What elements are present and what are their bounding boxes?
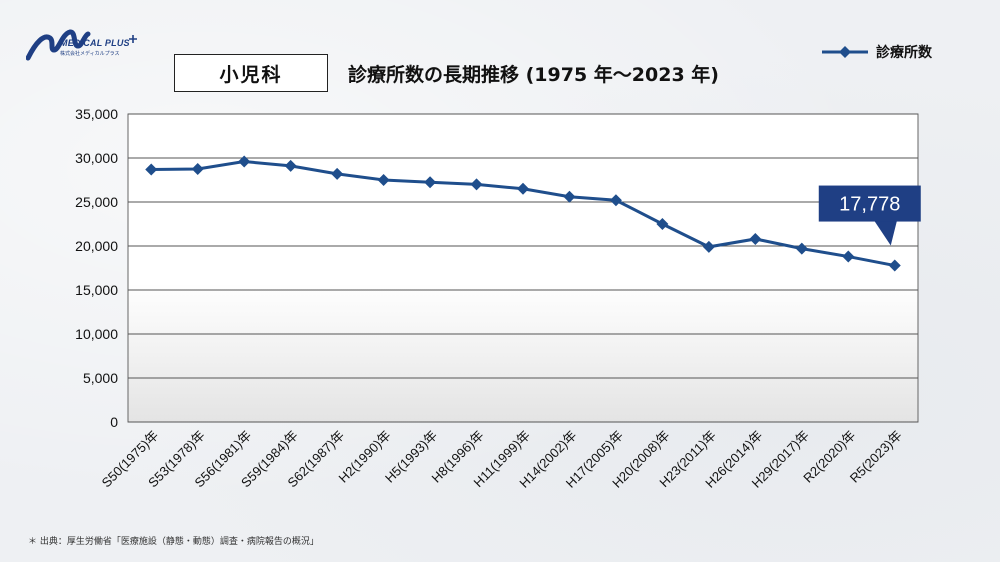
- data-point: [656, 218, 669, 230]
- y-tick-label: 35,000: [75, 106, 118, 122]
- data-point: [749, 232, 762, 245]
- data-point: [238, 155, 251, 168]
- data-point: [191, 163, 204, 175]
- logo-company-name: 株式会社メディカルプラス: [60, 51, 120, 57]
- y-tick-label: 10,000: [75, 326, 118, 342]
- y-tick-label: 30,000: [75, 150, 118, 166]
- data-point: [470, 178, 483, 191]
- data-point: [517, 182, 529, 195]
- logo-wordmark: MEDICAL PLUS: [60, 38, 130, 48]
- medical-plus-logo: [26, 29, 91, 61]
- y-tick-label: 5,000: [83, 370, 118, 386]
- legend-label: 診療所数: [876, 45, 932, 61]
- y-tick-label: 25,000: [75, 194, 118, 210]
- data-point: [424, 176, 437, 189]
- value-callout: 17,778: [818, 185, 921, 246]
- data-point: [284, 159, 297, 172]
- data-point: [563, 190, 576, 203]
- legend: 診療所数: [822, 42, 932, 62]
- data-point: [795, 242, 808, 255]
- logo-plus-icon: [129, 35, 137, 43]
- data-point: [609, 194, 622, 207]
- legend-line-diamond-icon: [822, 46, 868, 58]
- y-tick-label: 20,000: [75, 238, 118, 254]
- data-point: [842, 250, 855, 263]
- chart-title: 診療所数の長期推移 (1975 年～2023 年): [348, 64, 719, 86]
- category-label: 小児科: [174, 54, 328, 92]
- y-tick-label: 0: [110, 414, 118, 430]
- data-point: [888, 259, 901, 272]
- plot-area: [127, 113, 919, 423]
- data-point: [331, 167, 344, 180]
- y-tick-label: 15,000: [75, 282, 118, 298]
- source-note: ＊ 出典：厚生労働省「医療施設（静態・動態）調査・病院報告の概況」: [28, 537, 319, 547]
- data-point: [377, 174, 390, 186]
- data-point: [702, 240, 715, 253]
- data-point: [145, 163, 158, 176]
- callout-value: 17,778: [839, 194, 900, 216]
